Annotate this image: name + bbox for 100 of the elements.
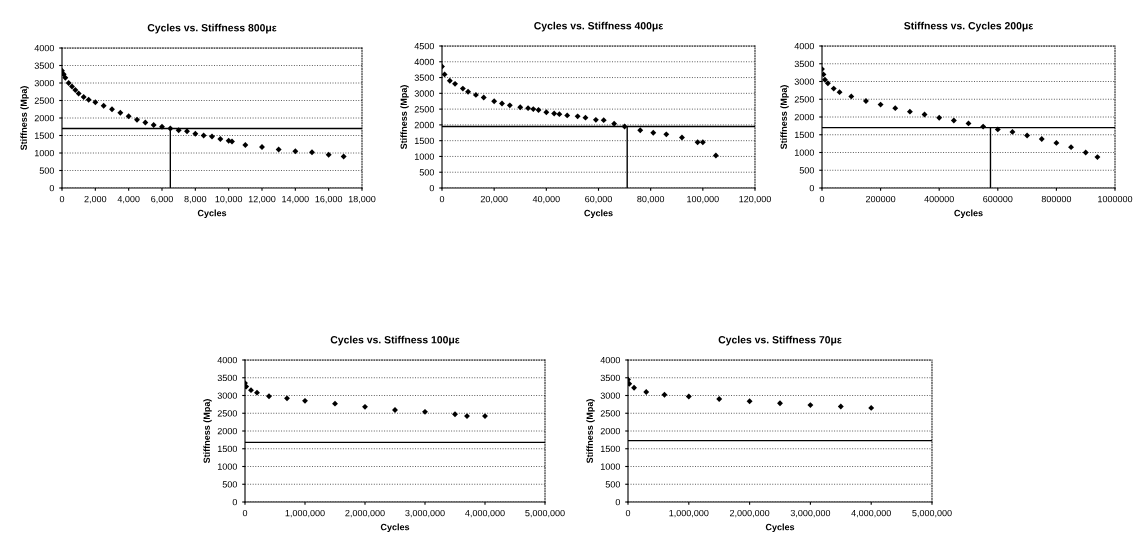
y-tick-label: 3000: [217, 392, 238, 399]
y-tick-label: 500: [605, 481, 621, 488]
point: [242, 142, 249, 148]
point: [965, 120, 972, 127]
chart-title: Cycles vs. Stiffness 800με: [147, 23, 277, 34]
x-axis-title: Cycles: [765, 523, 795, 533]
point: [340, 153, 347, 160]
y-tick-label: 1000: [34, 149, 55, 157]
y-tick-label: 3000: [794, 78, 815, 85]
point: [892, 105, 899, 112]
point: [100, 102, 107, 109]
x-axis-title: Cycles: [197, 209, 227, 219]
point: [217, 136, 224, 142]
point: [309, 149, 315, 156]
x-tick-label: 120,000: [739, 195, 771, 204]
x-tick-label: 1,000,000: [285, 509, 325, 518]
x-tick-label: 2,000,000: [729, 509, 770, 518]
point: [543, 109, 550, 116]
x-tick-label: 14,000: [282, 195, 309, 204]
point: [200, 132, 207, 139]
point: [302, 397, 308, 404]
point: [830, 85, 837, 92]
y-tick-label: 4000: [600, 356, 621, 364]
point: [292, 148, 299, 155]
y-axis-title: Stiffness (Mpa): [203, 399, 212, 464]
point: [159, 123, 165, 130]
point: [464, 413, 470, 420]
y-tick-label: 3500: [34, 62, 55, 69]
y-tick-label: 4000: [34, 44, 55, 52]
y-tick-label: 3500: [600, 374, 621, 382]
point: [459, 85, 466, 92]
x-tick-label: 20,000: [480, 195, 508, 204]
point: [482, 413, 488, 420]
y-tick-label: 1000: [600, 463, 621, 470]
chart-title: Cycles vs. Stiffness 400με: [534, 21, 664, 32]
y-tick-label: 1500: [34, 132, 55, 139]
point: [837, 403, 844, 410]
y-tick-label: 2000: [600, 427, 621, 435]
x-tick-label: 0: [625, 509, 631, 517]
point: [325, 151, 332, 158]
x-tick-label: 5,000,000: [912, 509, 952, 518]
point: [600, 117, 607, 124]
point: [80, 94, 87, 100]
point: [980, 123, 987, 130]
y-tick-label: 4000: [414, 58, 435, 66]
point: [452, 80, 458, 87]
point: [506, 102, 513, 109]
y-axis-title: Stiffness (Mpa): [780, 85, 789, 150]
point: [192, 130, 199, 137]
point: [824, 80, 831, 87]
y-tick-label: 3000: [600, 392, 621, 399]
y-axis-title: Stiffness (Mpa): [400, 85, 409, 150]
y-tick-label: 1500: [217, 445, 238, 453]
x-tick-label: 10,000: [215, 195, 243, 204]
x-axis-title: Cycles: [380, 523, 410, 533]
x-tick-label: 0: [59, 195, 65, 203]
point: [117, 109, 124, 116]
y-axis-title: Stiffness (Mpa): [586, 399, 595, 464]
y-tick-label: 0: [49, 184, 55, 192]
point: [716, 396, 723, 402]
x-tick-label: 2,000,000: [345, 509, 385, 518]
point: [92, 99, 99, 106]
x-tick-label: 18,000: [348, 195, 376, 204]
point: [525, 105, 532, 112]
y-tick-label: 2500: [600, 410, 621, 417]
point: [422, 408, 428, 415]
point: [332, 400, 338, 407]
point: [822, 76, 828, 83]
x-tick-label: 0: [439, 195, 445, 203]
point: [1082, 149, 1089, 156]
point: [643, 389, 650, 395]
point: [777, 400, 783, 407]
point: [848, 93, 855, 100]
chart-title: Cycles vs. Stiffness 70με: [718, 335, 842, 346]
point: [556, 111, 563, 118]
y-tick-label: 1000: [414, 153, 435, 160]
point: [592, 116, 599, 123]
y-tick-label: 2500: [34, 97, 55, 104]
point: [446, 77, 453, 84]
y-tick-label: 4000: [217, 356, 238, 364]
point: [69, 83, 75, 90]
point: [175, 127, 182, 134]
point: [631, 384, 638, 391]
point: [266, 393, 272, 400]
point: [679, 134, 685, 141]
y-tick-label: 4500: [414, 42, 435, 50]
point: [452, 411, 458, 418]
point: [551, 110, 558, 117]
point: [685, 393, 692, 400]
point: [535, 107, 542, 113]
point: [150, 122, 157, 128]
point: [994, 126, 1001, 133]
point: [65, 80, 72, 86]
y-tick-label: 2500: [794, 96, 815, 103]
y-tick-label: 2000: [34, 114, 55, 122]
x-tick-label: 40,000: [532, 195, 560, 204]
point: [1053, 139, 1060, 146]
y-tick-label: 500: [799, 167, 815, 174]
point: [125, 113, 132, 120]
point: [167, 125, 174, 132]
